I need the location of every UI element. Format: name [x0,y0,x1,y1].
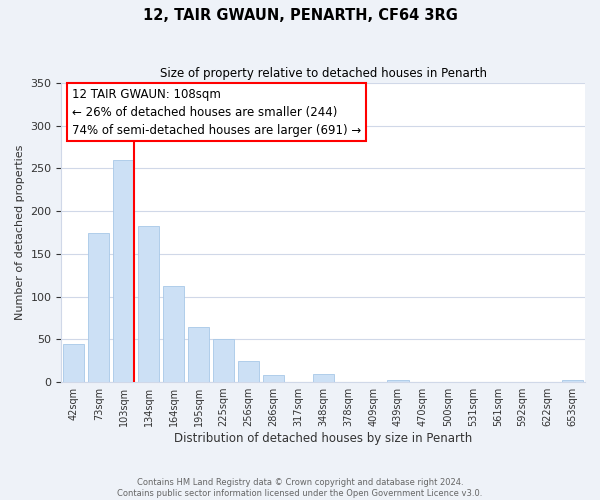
Text: 12 TAIR GWAUN: 108sqm
← 26% of detached houses are smaller (244)
74% of semi-det: 12 TAIR GWAUN: 108sqm ← 26% of detached … [72,88,361,136]
Y-axis label: Number of detached properties: Number of detached properties [15,145,25,320]
Text: 12, TAIR GWAUN, PENARTH, CF64 3RG: 12, TAIR GWAUN, PENARTH, CF64 3RG [143,8,457,22]
Bar [163,286,184,382]
Bar [388,380,409,382]
Bar [562,380,583,382]
Bar [63,344,85,382]
Bar [113,160,134,382]
Bar [213,340,234,382]
Bar [313,374,334,382]
Bar [238,360,259,382]
Title: Size of property relative to detached houses in Penarth: Size of property relative to detached ho… [160,68,487,80]
Bar [88,232,109,382]
Bar [138,226,159,382]
Bar [188,326,209,382]
Bar [263,375,284,382]
X-axis label: Distribution of detached houses by size in Penarth: Distribution of detached houses by size … [174,432,472,445]
Text: Contains HM Land Registry data © Crown copyright and database right 2024.
Contai: Contains HM Land Registry data © Crown c… [118,478,482,498]
